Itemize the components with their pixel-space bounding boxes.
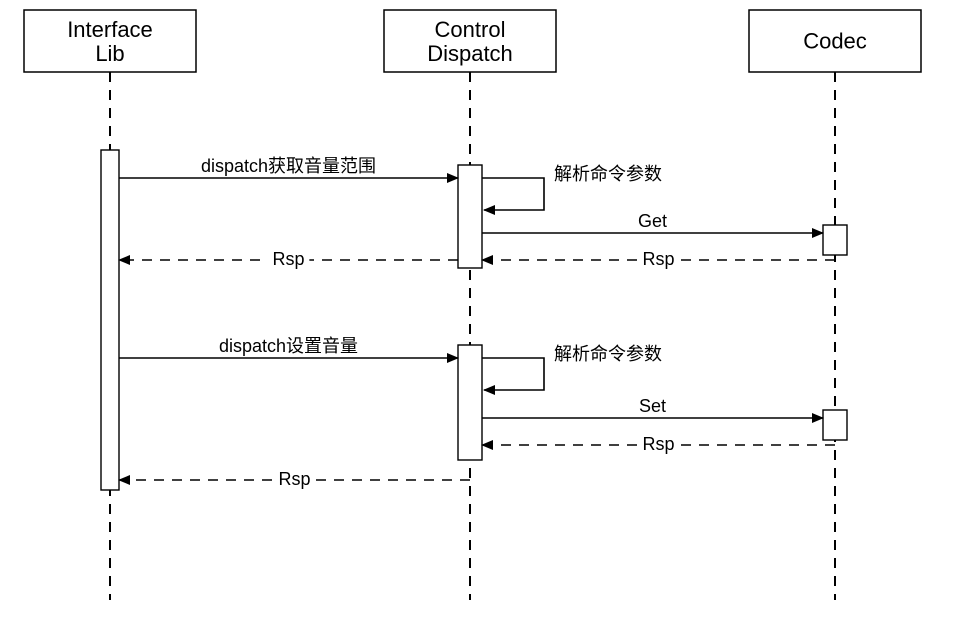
sequence-diagram: InterfaceLib ControlDispatch Codec dispatch… — [0, 0, 964, 627]
message-label-5: dispatch设置音量 — [219, 336, 358, 356]
message-label-9: Rsp — [278, 469, 310, 489]
message-self-1 — [482, 178, 544, 210]
message-label-1: 解析命令参数 — [554, 164, 662, 184]
activation-codec-3 — [823, 225, 847, 255]
message-label-4: Rsp — [272, 249, 304, 269]
message-label-0: dispatch获取音量范围 — [201, 156, 376, 176]
message-label-7: Set — [639, 396, 666, 416]
message-self-6 — [482, 358, 544, 390]
message-label-8: Rsp — [642, 434, 674, 454]
activation-interface-0 — [101, 150, 119, 490]
participant-label-control-l1: Control — [435, 17, 506, 42]
activation-codec-4 — [823, 410, 847, 440]
activation-control-1 — [458, 165, 482, 268]
participant-label-interface-l2: Lib — [95, 41, 124, 66]
message-label-6: 解析命令参数 — [554, 344, 662, 364]
message-label-2: Get — [638, 211, 667, 231]
activation-control-2 — [458, 345, 482, 460]
participant-label-codec: Codec — [803, 28, 867, 53]
participant-label-control-l2: Dispatch — [427, 41, 513, 66]
participant-label-interface-l1: Interface — [67, 17, 153, 42]
message-label-3: Rsp — [642, 249, 674, 269]
